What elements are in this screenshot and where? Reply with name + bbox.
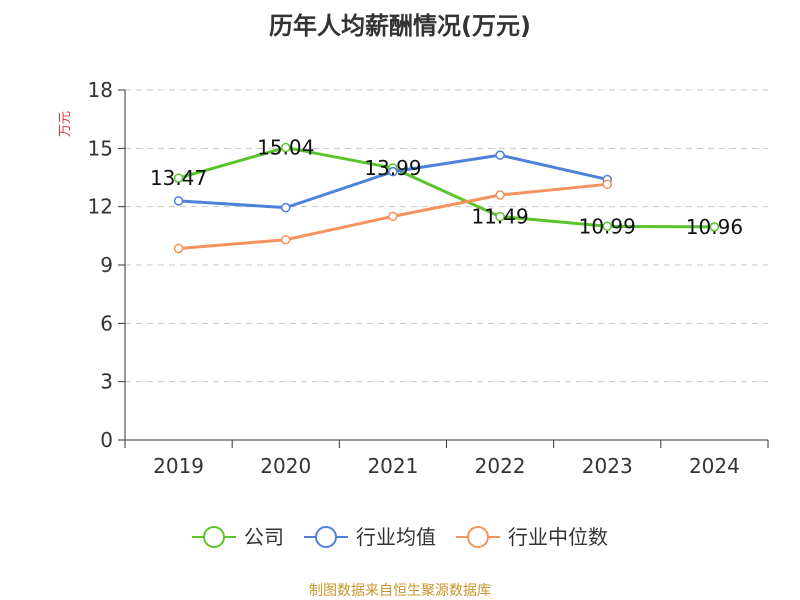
data-point [281, 142, 291, 153]
y-tick-label: 6 [100, 311, 113, 335]
x-tick-label: 2022 [475, 454, 526, 478]
legend-item[interactable]: 行业中位数 [456, 525, 608, 549]
data-point [495, 211, 505, 222]
x-tick-label: 2019 [153, 454, 204, 478]
data-point [602, 179, 612, 190]
y-tick-label: 12 [88, 195, 113, 219]
data-point [388, 211, 398, 222]
legend-marker-icon [203, 526, 225, 548]
y-axis-unit-label: 万元 [58, 111, 73, 137]
data-point [173, 173, 184, 183]
series-layer [173, 142, 720, 254]
legend-label: 公司 [244, 525, 284, 549]
legend-item[interactable]: 公司 [192, 525, 284, 549]
data-point [709, 222, 720, 232]
data-label: 11.49 [471, 205, 528, 229]
data-labels: 13.47 15.04 13.99 11.49 10.99 10.96 [150, 136, 743, 239]
y-tick-label: 18 [88, 78, 113, 102]
data-point [281, 202, 291, 213]
data-point [602, 221, 612, 232]
chart-title: 历年人均薪酬情况(万元) [269, 12, 531, 40]
grid-lines [125, 89, 768, 383]
y-tick-label: 3 [100, 370, 113, 394]
x-tick-label: 2020 [260, 454, 311, 478]
axes: 0 3 6 9 12 15 18 2019 2020 2021 2022 2023 2024 [88, 78, 769, 478]
legend-item[interactable]: 行业均值 [304, 525, 436, 549]
data-point [281, 234, 291, 245]
data-label: 10.99 [579, 214, 636, 238]
data-label: 15.04 [257, 136, 314, 160]
data-point [173, 196, 184, 206]
legend: 公司 行业均值 行业中位数 [192, 525, 608, 549]
data-label: 10.96 [686, 215, 743, 239]
x-tick-label: 2024 [689, 454, 740, 478]
data-point [173, 243, 184, 254]
data-label: 13.99 [364, 156, 421, 180]
legend-marker-icon [467, 526, 489, 548]
legend-label: 行业均值 [356, 525, 436, 549]
data-point [388, 166, 398, 177]
data-label: 13.47 [150, 166, 207, 190]
y-tick-label: 0 [100, 428, 113, 452]
y-tick-label: 9 [100, 253, 113, 277]
y-tick-label: 15 [88, 136, 113, 160]
data-point [495, 150, 505, 160]
legend-label: 行业中位数 [508, 525, 608, 549]
x-tick-label: 2023 [582, 454, 633, 478]
series-line [177, 146, 716, 229]
data-point [495, 190, 505, 200]
x-tick-label: 2021 [367, 454, 418, 478]
legend-marker-icon [315, 526, 337, 548]
source-label: 制图数据来自恒生聚源数据库 [309, 583, 491, 599]
